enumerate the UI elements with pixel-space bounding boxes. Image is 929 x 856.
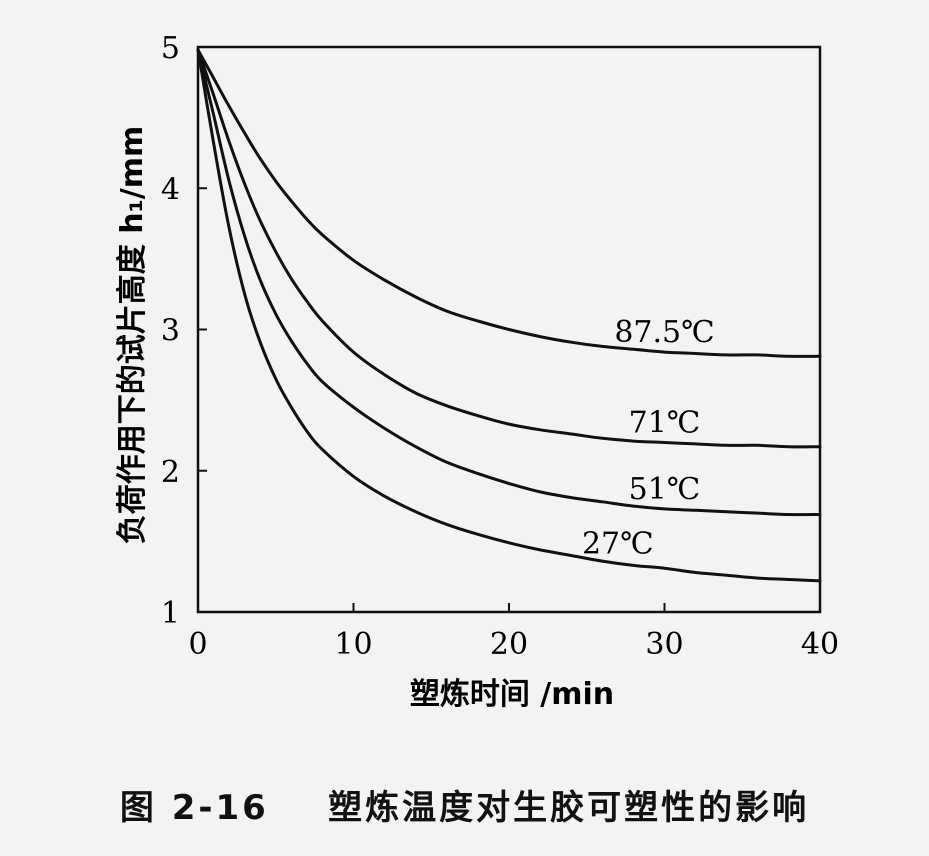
figure-caption-text: 塑炼温度对生胶可塑性的影响 xyxy=(328,788,810,828)
x-tick-label: 10 xyxy=(334,627,372,662)
x-axis: 0 10 20 30 40 xyxy=(188,603,839,662)
x-tick-label: 40 xyxy=(801,627,839,662)
series-line-1 xyxy=(196,48,822,358)
series-label-1: 87.5℃ xyxy=(614,315,714,350)
y-tick-label: 5 xyxy=(161,31,180,66)
series-lines xyxy=(196,48,822,583)
series-label-4: 27℃ xyxy=(582,526,654,561)
x-axis-label: 塑炼时间 /min xyxy=(410,677,614,712)
figure-number: 图 2-16 xyxy=(119,788,269,828)
series-label-2: 71℃ xyxy=(629,406,701,441)
series-label-3: 51℃ xyxy=(629,472,701,507)
x-tick-label: 0 xyxy=(188,627,207,662)
x-tick-label: 20 xyxy=(490,627,528,662)
y-tick-label: 3 xyxy=(161,314,180,349)
y-axis-label: 负荷作用下的试片高度 h₁/mm xyxy=(115,126,150,544)
x-tick-label: 30 xyxy=(645,627,683,662)
line-chart: 0 10 20 30 40 1 2 3 4 5 87.5℃ 71℃ 51℃ 27℃ 塑炼时间 /min… xyxy=(115,31,839,712)
y-tick-label: 4 xyxy=(161,172,180,207)
y-tick-label: 2 xyxy=(161,455,180,490)
series-line-3 xyxy=(196,48,822,517)
y-axis: 1 2 3 4 5 xyxy=(161,31,207,631)
figure-caption: 图 2-16 塑炼温度对生胶可塑性的影响 xyxy=(0,780,929,829)
y-tick-label: 1 xyxy=(161,596,180,631)
series-line-2 xyxy=(196,48,822,449)
series-labels: 87.5℃ 71℃ 51℃ 27℃ xyxy=(582,315,715,561)
series-line-4 xyxy=(196,48,822,583)
